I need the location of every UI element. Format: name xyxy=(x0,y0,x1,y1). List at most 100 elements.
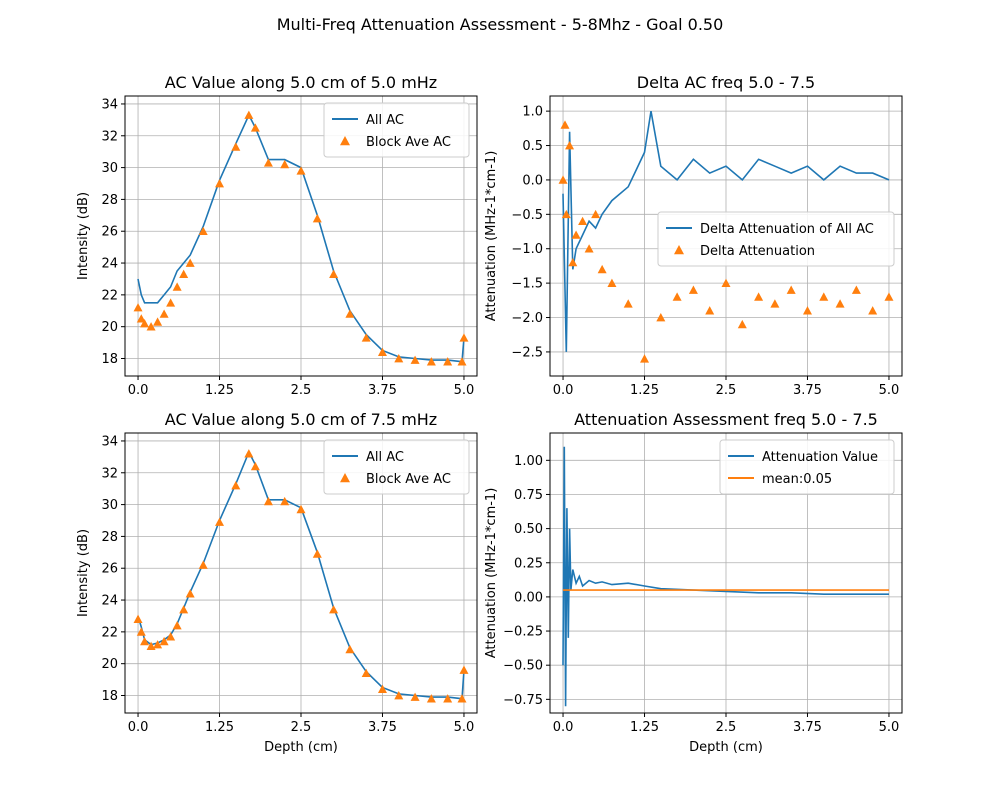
series-marker xyxy=(568,257,578,267)
chart-atten-assess: Attenuation Assessment freq 5.0 - 7.5 0.0… xyxy=(484,410,903,755)
x-tick-label: 3.75 xyxy=(368,383,397,398)
y-tick-label: 20 xyxy=(101,320,118,335)
y-tick-label: 22 xyxy=(101,288,118,303)
series-marker xyxy=(179,269,189,279)
y-tick-label: −1.5 xyxy=(511,277,543,292)
series-marker xyxy=(153,640,163,649)
series-marker xyxy=(754,292,764,301)
x-tick-label: 5.0 xyxy=(879,383,900,398)
legend-label: mean:0.05 xyxy=(762,472,832,487)
series-marker xyxy=(410,355,420,364)
series-marker xyxy=(459,333,469,342)
series-marker xyxy=(133,303,143,312)
series-marker xyxy=(443,694,453,703)
series-line-0 xyxy=(562,446,889,707)
series-marker xyxy=(136,627,146,636)
series-marker xyxy=(296,166,306,175)
y-tick-label: 20 xyxy=(101,657,118,672)
series-marker xyxy=(688,285,698,294)
chart-title: AC Value along 5.0 cm of 5.0 mHz xyxy=(165,73,437,92)
series-marker xyxy=(345,309,355,318)
series-marker xyxy=(656,313,666,322)
y-tick-label: 34 xyxy=(101,97,118,112)
series-marker xyxy=(561,209,571,219)
y-tick-label: 0.00 xyxy=(514,590,543,605)
series-marker xyxy=(172,621,182,630)
series-marker xyxy=(329,605,339,614)
y-tick-label: 34 xyxy=(101,434,118,449)
series-marker xyxy=(250,461,260,471)
x-tick-label: 5.0 xyxy=(454,720,475,735)
series-marker xyxy=(140,636,150,646)
series-marker xyxy=(459,665,469,674)
chart-delta-ac: Delta AC freq 5.0 - 7.5 0.0 1.25 2.5 3.75 5.0… xyxy=(484,73,903,398)
legend: All AC Block Ave AC xyxy=(323,439,470,495)
series-marker xyxy=(578,216,588,226)
x-tick-label: 2.5 xyxy=(291,383,312,398)
y-tick-label: −0.5 xyxy=(511,208,543,223)
series-marker xyxy=(280,496,290,506)
series-marker xyxy=(312,214,322,223)
series-marker xyxy=(868,306,878,315)
series-marker xyxy=(426,357,436,366)
legend-box xyxy=(323,102,470,158)
legend-label: Attenuation Value xyxy=(762,450,878,465)
series-marker xyxy=(146,322,156,331)
chart-title: Attenuation Assessment freq 5.0 - 7.5 xyxy=(574,410,878,429)
series-marker xyxy=(296,504,306,514)
series-marker xyxy=(329,269,339,279)
series-marker xyxy=(133,614,143,623)
series-marker xyxy=(166,632,176,641)
y-tick-label: −0.50 xyxy=(503,659,543,674)
y-tick-label: 0.75 xyxy=(514,488,543,503)
series-marker xyxy=(172,282,182,291)
series-marker xyxy=(835,299,845,308)
series-marker xyxy=(250,123,260,132)
series-marker xyxy=(457,357,467,366)
series-marker xyxy=(166,298,176,307)
series-marker xyxy=(770,299,780,308)
series-marker xyxy=(786,285,796,294)
x-tick-label: 2.5 xyxy=(716,383,737,398)
series-marker xyxy=(410,692,420,701)
series-marker xyxy=(607,278,617,287)
series-marker xyxy=(705,306,715,315)
chart-ac-7-5: AC Value along 5.0 cm of 7.5 mHz 0.0 1.25 2… xyxy=(76,410,478,755)
series-marker xyxy=(584,244,594,253)
y-tick-label: 0.50 xyxy=(514,522,543,537)
y-tick-label: −2.0 xyxy=(511,311,543,326)
series-marker xyxy=(231,481,241,490)
figure-suptitle: Multi-Freq Attenuation Assessment - 5-8M… xyxy=(277,15,724,34)
series-marker xyxy=(640,354,650,363)
chart-title: Delta AC freq 5.0 - 7.5 xyxy=(637,73,815,92)
y-axis-label: Attenuation (MHz-1*cm-1) xyxy=(484,151,499,322)
series-marker xyxy=(623,299,633,308)
series-marker xyxy=(565,141,575,150)
y-tick-label: 0.0 xyxy=(522,173,543,188)
y-tick-label: −2.5 xyxy=(511,345,543,360)
legend-swatch-marker xyxy=(340,473,350,483)
x-tick-label: 0.0 xyxy=(128,383,149,398)
series-marker xyxy=(884,292,894,301)
series-marker xyxy=(215,179,225,188)
plot-area xyxy=(133,110,469,366)
plot-area xyxy=(133,449,469,703)
legend-swatch-marker xyxy=(340,136,350,146)
legend-label: Block Ave AC xyxy=(366,135,451,150)
y-tick-label: −0.75 xyxy=(503,693,543,708)
y-tick-label: 22 xyxy=(101,625,118,640)
y-tick-label: 1.0 xyxy=(522,105,543,120)
series-marker xyxy=(179,605,189,614)
series-marker xyxy=(558,175,568,184)
legend-swatch-marker xyxy=(674,245,684,255)
plot-area xyxy=(558,110,894,363)
x-tick-label: 1.25 xyxy=(630,383,659,398)
x-tick-label: 5.0 xyxy=(879,720,900,735)
x-tick-label: 1.25 xyxy=(205,383,234,398)
series-marker xyxy=(159,636,169,646)
y-axis-label: Intensity (dB) xyxy=(76,192,91,280)
series-marker xyxy=(198,226,208,236)
legend: Delta Attenuation of All AC Delta Attenua… xyxy=(657,211,895,267)
legend-label: All AC xyxy=(366,450,404,465)
